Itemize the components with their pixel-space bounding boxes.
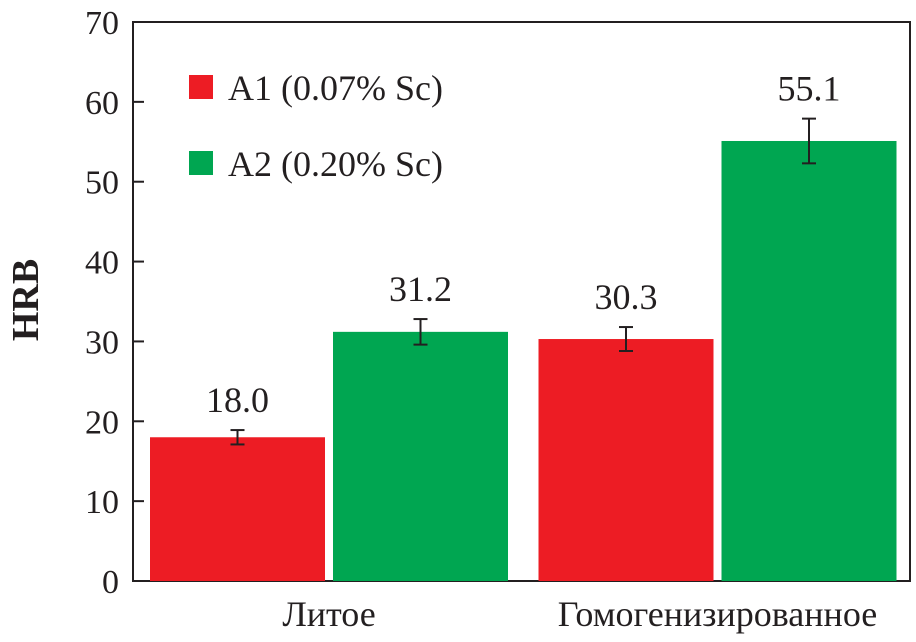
legend-label: A1 (0.07% Sc) — [228, 68, 443, 108]
bars — [150, 140, 897, 582]
y-tick-label: 50 — [85, 165, 119, 202]
legend: A1 (0.07% Sc) A2 (0.20% Sc) — [189, 68, 443, 184]
legend-label: A2 (0.20% Sc) — [228, 144, 443, 184]
bar — [333, 331, 508, 581]
y-tick-label: 70 — [85, 5, 119, 42]
plot-frame — [132, 21, 911, 582]
data-label: 30.3 — [595, 277, 658, 317]
y-axis: 0 10 20 30 40 50 60 70 — [85, 5, 144, 601]
y-axis-title: HRB — [5, 259, 47, 341]
x-axis: Литое Гомогенизированное — [282, 594, 877, 634]
y-tick-label: 40 — [85, 245, 119, 282]
y-tick-label: 20 — [85, 404, 119, 441]
legend-swatch — [189, 75, 213, 99]
bar — [721, 140, 897, 582]
y-tick-label: 10 — [85, 484, 119, 521]
x-category-label: Литое — [282, 594, 375, 634]
y-tick-label: 60 — [85, 85, 119, 122]
data-label: 18.0 — [206, 380, 269, 420]
legend-swatch — [189, 151, 213, 175]
x-category-label: Гомогенизированное — [558, 594, 877, 634]
data-label: 31.2 — [389, 269, 452, 309]
data-label: 55.1 — [778, 69, 841, 109]
plot-border — [132, 21, 911, 582]
error-bars — [230, 117, 816, 446]
y-tick-label: 0 — [102, 564, 119, 601]
bar — [538, 339, 714, 581]
data-labels: 18.0 31.2 30.3 55.1 — [206, 69, 841, 420]
y-tick-label: 30 — [85, 324, 119, 361]
bar — [150, 437, 325, 581]
